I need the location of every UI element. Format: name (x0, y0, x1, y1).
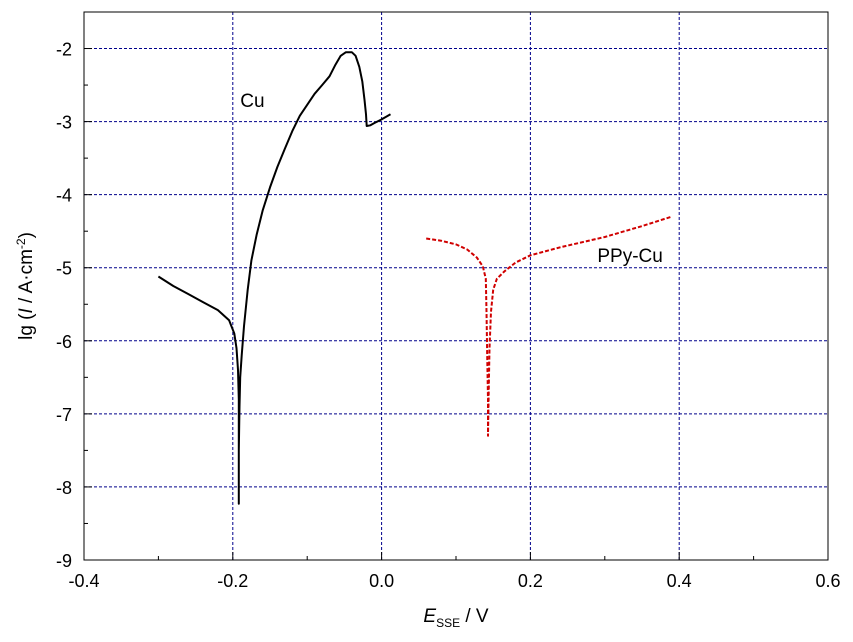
x-axis-title: ESSE / V (423, 606, 489, 630)
plot-frame (83, 11, 829, 561)
x-tick-label: 0.0 (369, 571, 394, 591)
y-tick-label: -2 (56, 40, 72, 60)
grid-lines (84, 12, 828, 560)
y-axis-title-var: I (16, 308, 37, 314)
annotations: Cu PPy-Cu (240, 91, 663, 267)
y-tick-label: -3 (56, 113, 72, 133)
x-tick-label: 0.4 (667, 571, 692, 591)
x-axis-title-sub: SSE (436, 616, 460, 630)
x-tick-label: -0.4 (68, 571, 99, 591)
y-axis-title-sup: -2 (14, 238, 28, 249)
x-axis-title-main: E (423, 606, 436, 627)
y-axis-title-pre: lg ( (16, 313, 37, 340)
x-tick-label: 0.2 (518, 571, 543, 591)
y-tick-label: -8 (56, 478, 72, 498)
x-axis-title-unit: / V (460, 606, 489, 627)
y-tick-label: -5 (56, 259, 72, 279)
y-tick-label: -4 (56, 186, 72, 206)
x-tick-label: 0.6 (815, 571, 840, 591)
y-tick-label: -9 (56, 551, 72, 571)
series-cu (157, 51, 391, 505)
annotation-label: PPy-Cu (597, 246, 662, 267)
annotation-label: Cu (240, 91, 264, 112)
y-axis-title-mid: / A·cm (16, 249, 37, 308)
x-tick-label: -0.2 (217, 571, 248, 591)
y-axis-title: lg (I / A·cm-2) (14, 232, 37, 340)
y-axis-title-post: ) (16, 232, 37, 238)
y-tick-label: -6 (56, 332, 72, 352)
series-ppy-cu (426, 215, 673, 437)
y-tick-label: -7 (56, 405, 72, 425)
series-layer (157, 51, 673, 505)
axis-ticks: -0.4 -0.2 0.0 0.2 0.4 0.6 -9 -8 -7 -6 -5 -4 -3 -2 (56, 11, 841, 591)
